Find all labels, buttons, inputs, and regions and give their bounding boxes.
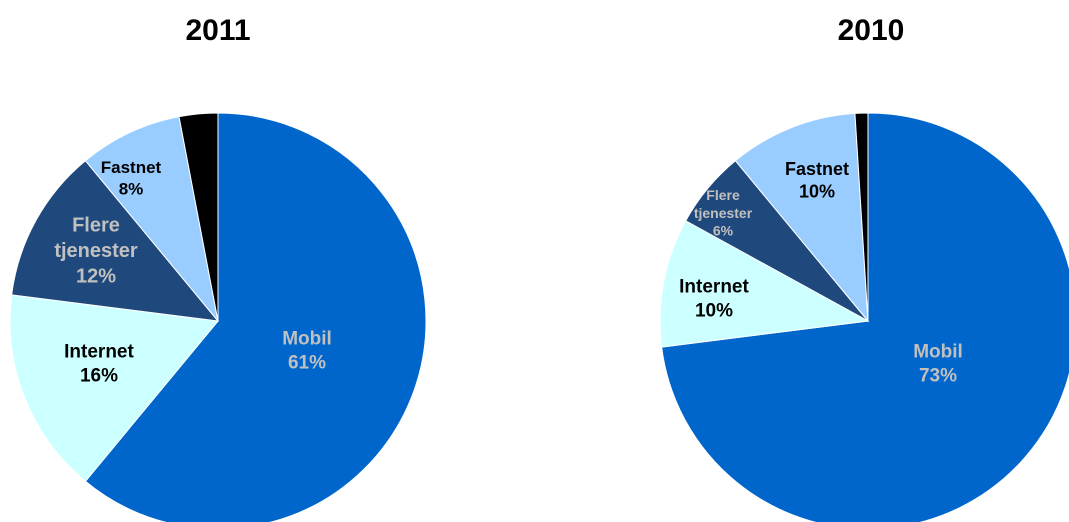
- label-2010-fastnet: Fastnet 10%: [785, 159, 849, 202]
- chart-title-2010: 2010: [837, 14, 905, 47]
- slice-2010-other: [854, 112, 869, 322]
- label-2011-internet: Internet 16%: [64, 342, 134, 387]
- slice-2011-flere-tjenester: [11, 160, 220, 322]
- slice-2011-internet: [9, 294, 219, 482]
- slice-2010-fastnet: [734, 112, 869, 323]
- label-2011-mobil: Mobil 61%: [282, 329, 332, 374]
- label-2010-flere-tjenester: Flere tjenester 6%: [694, 187, 753, 239]
- slice-2010-internet: [659, 220, 870, 348]
- slice-2011-mobil: [84, 112, 427, 522]
- slice-2011-fastnet: [84, 116, 219, 322]
- label-2011-fastnet: Fastnet 8%: [101, 158, 162, 199]
- label-2010-mobil: Mobil 73%: [913, 342, 963, 387]
- label-2011-flere-tjenester: Flere tjenester 12%: [54, 215, 138, 288]
- slice-2010-mobil: [661, 112, 1069, 522]
- slice-2011-other: [178, 112, 219, 322]
- label-2010-internet: Internet 10%: [679, 277, 749, 322]
- chart-title-2011: 2011: [185, 14, 251, 47]
